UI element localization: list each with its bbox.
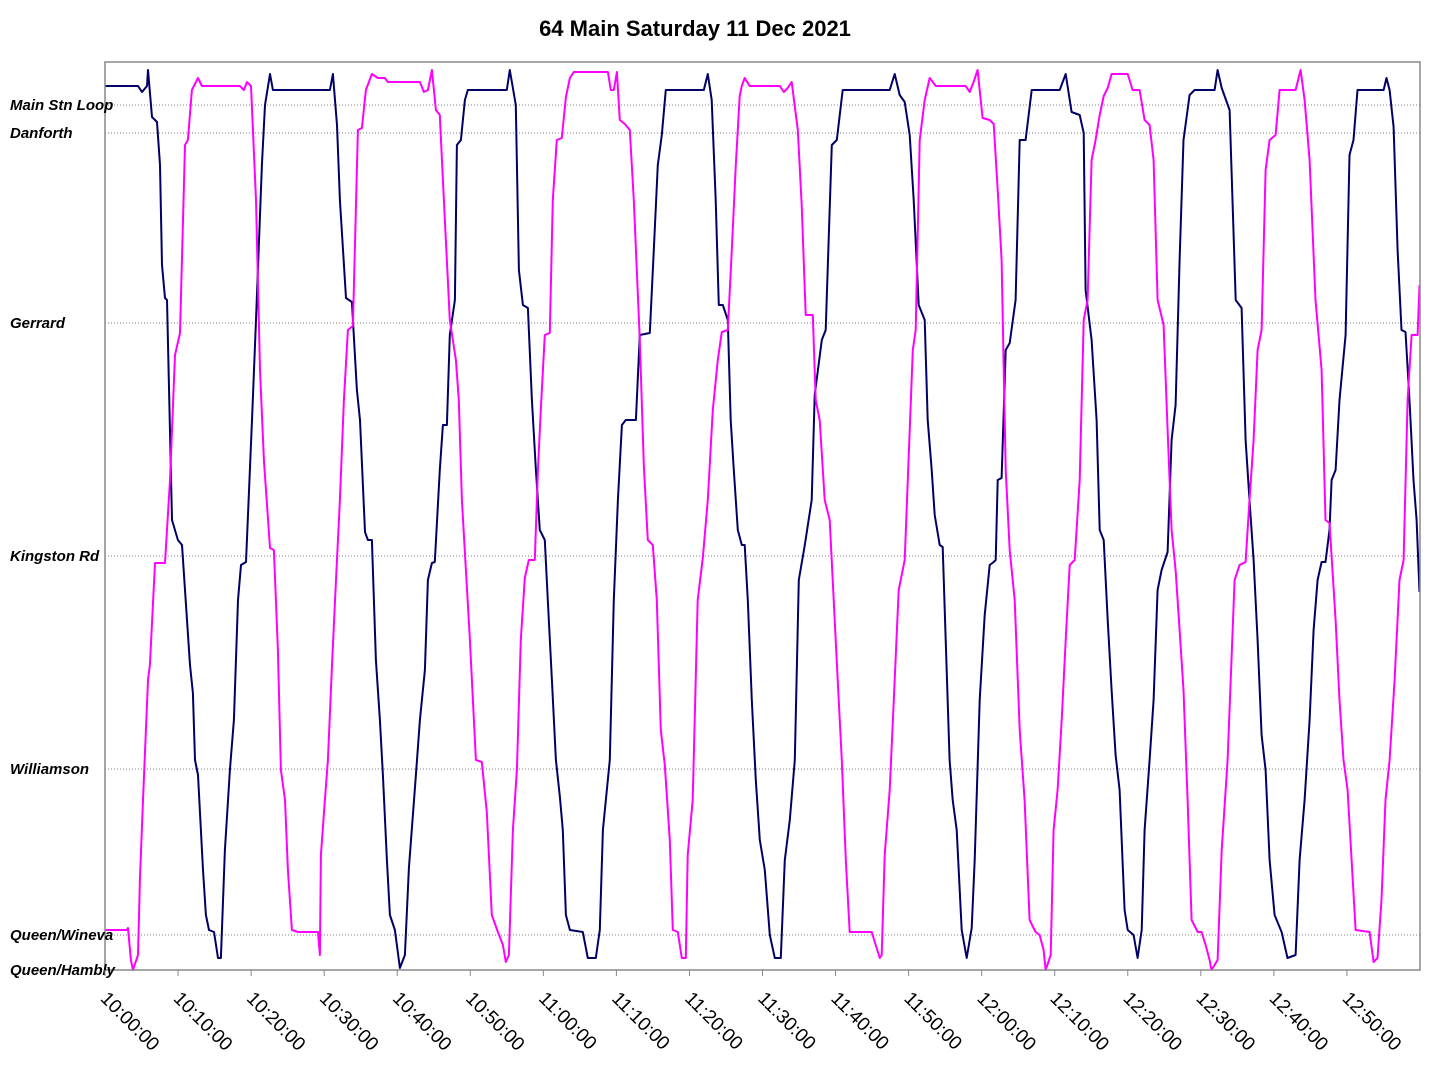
series-lines	[105, 69, 1421, 971]
chart-title: 64 Main Saturday 11 Dec 2021	[539, 16, 851, 41]
y-tick-label: Main Stn Loop	[10, 97, 113, 114]
y-tick-label: Danforth	[10, 125, 73, 142]
series-line	[105, 69, 1421, 971]
y-tick-label: Queen/Hambly	[10, 962, 116, 979]
y-tick-label: Kingston Rd	[10, 548, 100, 565]
y-tick-label: Queen/Wineva	[10, 927, 113, 944]
y-tick-label: Williamson	[10, 761, 89, 778]
series-line	[105, 69, 1421, 969]
y-tick-label: Gerrard	[10, 315, 66, 332]
